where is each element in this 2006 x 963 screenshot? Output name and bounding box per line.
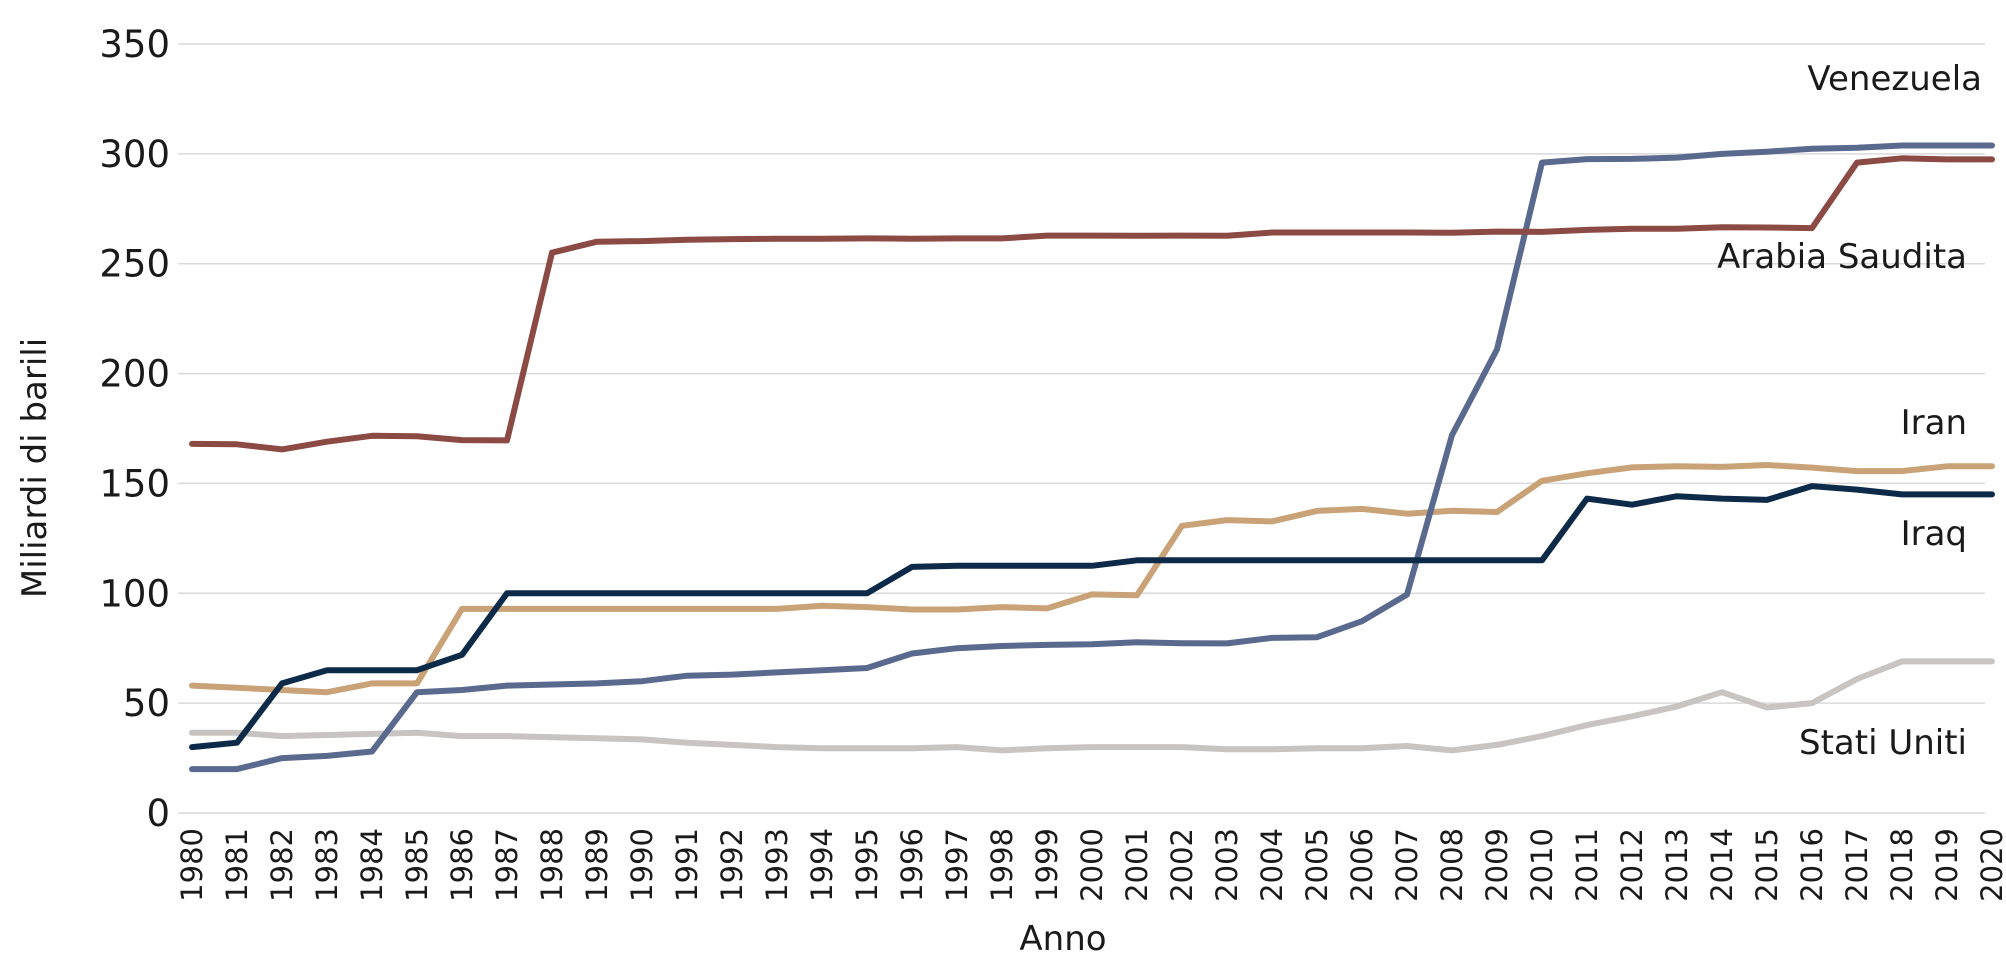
x-tick-label: 1996 [895, 828, 929, 902]
series-line-arabia-saudita [189, 155, 1995, 453]
x-tick-label: 1986 [445, 828, 479, 902]
x-tick-label: 2008 [1435, 828, 1469, 902]
series-labels: Venezuela Arabia Saudita Iran Iraq Stati Uni… [1717, 59, 1982, 763]
x-tick-label: 2004 [1255, 828, 1289, 902]
y-tick-label: 0 [146, 792, 170, 835]
x-tick-label: 1999 [1030, 828, 1064, 902]
y-tick-label: 200 [99, 353, 170, 396]
x-tick-label: 1989 [580, 828, 614, 902]
series-label-venezuela: Venezuela [1807, 59, 1982, 99]
x-tick-label: 2019 [1930, 828, 1964, 902]
x-axis-title: Anno [1019, 919, 1106, 959]
x-tick-label: 2003 [1210, 828, 1244, 902]
x-tick-label: 1982 [265, 828, 299, 902]
x-tick-label: 1993 [760, 828, 794, 902]
series-label-stati-uniti: Stati Uniti [1799, 723, 1967, 763]
x-tick-label: 2013 [1660, 828, 1694, 902]
x-tick-label: 1991 [670, 828, 704, 902]
x-tick-label: 2016 [1795, 828, 1829, 902]
x-tick-label: 1985 [400, 828, 434, 902]
x-tick-label: 2010 [1525, 828, 1559, 902]
x-tick-label: 2009 [1480, 828, 1514, 902]
series-lines [189, 142, 1995, 773]
x-tick-label: 1994 [805, 828, 839, 902]
x-tick-label: 1998 [985, 828, 1019, 902]
series-line-stati-uniti [189, 658, 1995, 754]
x-tick-label: 2007 [1390, 828, 1424, 902]
series-line-iraq [189, 483, 1995, 751]
x-tick-label: 1992 [715, 828, 749, 902]
x-tick-label: 2012 [1615, 828, 1649, 902]
x-tick-label: 2006 [1345, 828, 1379, 902]
series-label-arabia-saudita: Arabia Saudita [1717, 237, 1967, 277]
x-tick-label: 2020 [1975, 828, 2006, 902]
y-tick-label: 50 [123, 682, 170, 725]
y-axis-ticks: 0 50 100 150 200 250 300 350 [99, 23, 170, 835]
series-label-iran: Iran [1901, 403, 1967, 443]
x-tick-label: 1997 [940, 828, 974, 902]
x-tick-label: 2001 [1120, 828, 1154, 902]
x-tick-label: 1983 [310, 828, 344, 902]
x-tick-label: 2000 [1075, 828, 1109, 902]
y-tick-label: 350 [99, 23, 170, 66]
y-tick-label: 150 [99, 462, 170, 505]
x-tick-label: 1988 [535, 828, 569, 902]
x-tick-label: 2005 [1300, 828, 1334, 902]
x-tick-label: 1990 [625, 828, 659, 902]
x-tick-label: 2011 [1570, 828, 1604, 902]
x-axis-ticks: 1980 1981 1982 1983 1984 1985 1986 1987 1988 1989… [175, 828, 2006, 902]
y-axis-title: Miliardi di barili [15, 338, 55, 598]
series-line-venezuela [189, 142, 1995, 773]
y-tick-label: 250 [99, 243, 170, 286]
x-tick-label: 2014 [1705, 828, 1739, 902]
x-tick-label: 2017 [1840, 828, 1874, 902]
x-tick-label: 1987 [490, 828, 524, 902]
x-tick-label: 2018 [1885, 828, 1919, 902]
x-tick-label: 1984 [355, 828, 389, 902]
x-tick-label: 1980 [175, 828, 209, 902]
y-tick-label: 300 [99, 133, 170, 176]
gridlines [178, 43, 1985, 814]
x-tick-label: 2015 [1750, 828, 1784, 902]
x-tick-label: 1981 [220, 828, 254, 902]
x-tick-label: 2002 [1165, 828, 1199, 902]
x-tick-label: 1995 [850, 828, 884, 902]
y-tick-label: 100 [99, 572, 170, 615]
series-label-iraq: Iraq [1901, 514, 1967, 554]
